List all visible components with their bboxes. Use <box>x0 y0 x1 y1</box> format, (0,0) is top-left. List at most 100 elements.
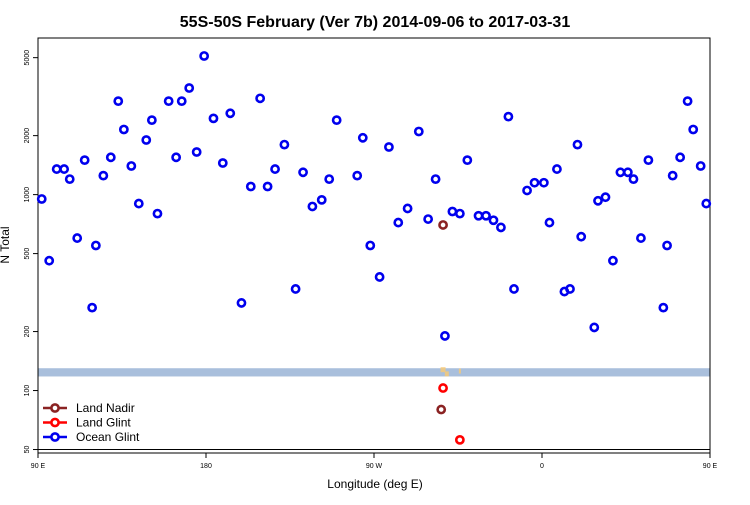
ocean-glint-point <box>593 195 603 206</box>
ocean-glint-point <box>402 203 413 214</box>
ocean-glint-point <box>695 161 706 171</box>
y-tick-label: 200 <box>24 326 31 338</box>
ocean-glint-point <box>141 135 152 145</box>
ocean-glint-point <box>51 164 62 174</box>
chart-title: 55S-50S February (Ver 7b) 2014-09-06 to … <box>180 14 571 31</box>
ocean-glint-point <box>163 96 174 107</box>
y-tick-label: 100 <box>24 385 31 397</box>
ocean-glint-point <box>236 298 247 308</box>
ocean-glint-point <box>316 194 327 205</box>
ocean-glint-point <box>636 233 646 243</box>
ocean-glint-point <box>565 284 575 294</box>
ocean-glint-point <box>658 302 669 313</box>
ocean-glint-point <box>374 272 385 282</box>
ocean-glint-point <box>176 96 187 107</box>
ocean-glint-point <box>270 164 280 174</box>
x-tick-label: 90 E <box>31 463 46 470</box>
ocean-glint-point <box>615 167 626 178</box>
legend-label-land-nadir: Land Nadir <box>76 401 135 415</box>
ocean-glint-point <box>365 240 376 251</box>
ocean-glint-point <box>522 185 532 196</box>
y-tick-label: 50 <box>24 446 31 454</box>
ocean-glint-point <box>255 93 266 104</box>
ocean-glint-point <box>454 208 465 219</box>
shaded-band <box>38 368 710 377</box>
ocean-glint-point <box>133 198 144 209</box>
ocean-glint-point <box>298 167 308 178</box>
ocean-glint-point <box>191 147 202 157</box>
ocean-glint-point <box>245 181 256 192</box>
ocean-glint-point <box>643 155 654 166</box>
ocean-glint-point <box>688 124 699 135</box>
ocean-glint-point <box>622 167 633 178</box>
legend-marker-land-nadir <box>50 403 60 413</box>
legend-label-ocean-glint: Ocean Glint <box>76 430 140 444</box>
land-glint-point <box>454 434 465 445</box>
ocean-glint-point <box>290 284 301 294</box>
ocean-glint-point <box>589 322 600 333</box>
x-tick-label: 180 <box>200 463 212 470</box>
ocean-glint-point <box>357 132 368 143</box>
ocean-glint-point <box>393 217 404 228</box>
ocean-glint-point <box>675 152 686 163</box>
ocean-glint-point <box>105 152 116 163</box>
ocean-glint-point <box>701 198 712 209</box>
ocean-glint-point <box>529 177 540 188</box>
ocean-glint-point <box>199 51 210 61</box>
ocean-glint-point <box>262 181 273 192</box>
ocean-glint-point <box>552 164 562 174</box>
ocean-glint-point <box>72 233 83 243</box>
ocean-glint-point <box>608 255 618 266</box>
ocean-glint-point <box>79 155 90 166</box>
ocean-glint-point <box>576 231 587 242</box>
ocean-glint-point <box>331 115 342 126</box>
legend-label-land-glint: Land Glint <box>76 416 131 430</box>
ocean-glint-point <box>171 152 182 163</box>
ocean-glint-point <box>509 284 519 294</box>
ocean-glint-point <box>279 139 290 150</box>
band-highlight <box>440 367 446 373</box>
y-tick-label: 2000 <box>24 128 31 144</box>
ocean-glint-point <box>473 210 484 221</box>
band-highlight <box>444 371 449 377</box>
land-glint-point <box>438 383 448 393</box>
ocean-glint-point <box>87 302 98 313</box>
ocean-glint-point <box>126 161 137 171</box>
ocean-glint-point <box>628 174 639 185</box>
ocean-glint-point <box>98 170 109 181</box>
y-tick-label: 500 <box>24 248 31 260</box>
x-tick-label: 90 E <box>703 463 718 470</box>
ocean-glint-point <box>496 222 506 233</box>
ocean-glint-point <box>118 124 129 135</box>
ocean-glint-point <box>384 142 394 152</box>
ocean-glint-point <box>440 331 450 341</box>
y-tick-label: 5000 <box>24 50 31 66</box>
y-tick-label: 1000 <box>24 187 31 203</box>
ocean-glint-point <box>208 113 219 124</box>
x-tick-label: 0 <box>540 463 544 470</box>
legend-marker-ocean-glint <box>50 432 60 442</box>
ocean-glint-point <box>217 158 228 168</box>
ocean-glint-point <box>662 240 672 251</box>
ocean-glint-point <box>600 192 611 203</box>
land-nadir-point <box>438 220 448 230</box>
ocean-glint-point <box>36 194 47 204</box>
ocean-glint-point <box>307 201 318 212</box>
x-axis-label: Longitude (deg E) <box>327 477 422 491</box>
ocean-glint-point <box>113 96 124 107</box>
ocean-glint-point <box>59 164 70 174</box>
ocean-glint-point <box>538 177 549 188</box>
ocean-glint-point <box>184 83 195 93</box>
x-tick-label: 90 W <box>366 463 383 470</box>
ocean-glint-point <box>682 96 693 107</box>
ocean-glint-point <box>90 240 101 251</box>
ocean-glint-point <box>462 155 473 166</box>
ocean-glint-point <box>44 255 55 266</box>
ocean-glint-point <box>146 115 157 126</box>
ocean-glint-point <box>324 174 335 185</box>
plot-area: 90 E 180 90 W 0 90 E 50 100 200 500 1000 2000 5000 <box>24 37 718 470</box>
ocean-glint-point <box>488 215 499 226</box>
